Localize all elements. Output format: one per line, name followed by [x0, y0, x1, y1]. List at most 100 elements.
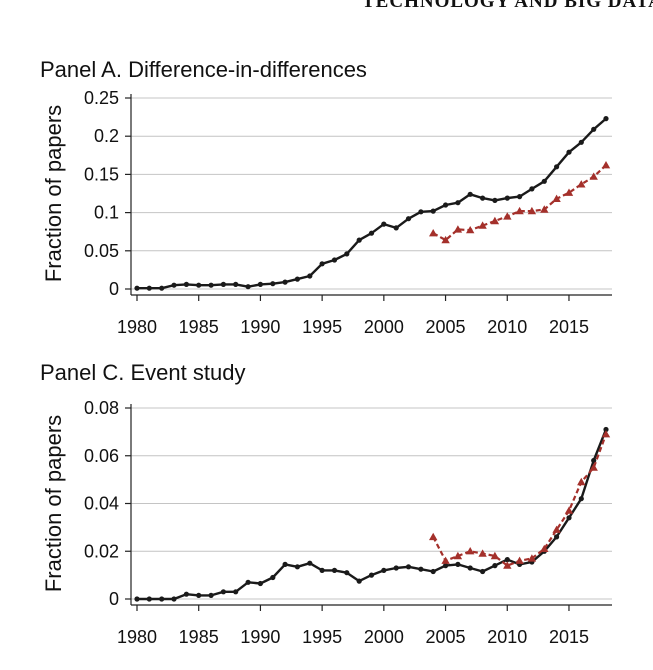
series-line-dashed: [432, 164, 607, 242]
series-line-solid: [137, 117, 607, 290]
data-point-triangle: [540, 205, 549, 213]
data-point-circle: [245, 579, 251, 585]
data-point-circle: [430, 208, 436, 214]
data-point-circle: [418, 209, 424, 215]
data-point-circle: [196, 282, 202, 288]
data-point-triangle: [564, 188, 574, 196]
data-point-circle: [344, 251, 350, 257]
x-tick-label: 1995: [302, 627, 342, 647]
data-point-circle: [220, 589, 226, 595]
data-point-circle: [467, 565, 473, 571]
data-point-triangle: [503, 561, 512, 569]
data-point-circle: [554, 164, 560, 170]
data-point-circle: [356, 578, 362, 584]
data-point-triangle: [564, 506, 574, 514]
data-point-circle: [405, 564, 412, 570]
data-point-triangle: [503, 212, 512, 220]
x-tick-label: 2000: [364, 627, 404, 647]
data-point-circle: [578, 496, 584, 502]
data-point-circle: [344, 570, 350, 576]
x-tick-label: 1985: [179, 317, 219, 337]
data-point-circle: [282, 561, 288, 568]
data-point-circle: [257, 580, 263, 587]
data-point-triangle: [589, 172, 598, 180]
data-point-circle: [307, 560, 313, 566]
data-point-triangle: [601, 430, 611, 438]
data-point-triangle: [466, 226, 475, 234]
data-point-circle: [319, 261, 325, 267]
running-header: TECHNOLOGY AND BIG DATA: [362, 0, 653, 12]
data-point-circle: [196, 592, 202, 599]
data-point-circle: [566, 515, 572, 521]
data-point-circle: [183, 281, 189, 287]
data-point-triangle: [441, 235, 450, 244]
y-tick-label: 0.05: [84, 241, 119, 261]
data-point-circle: [368, 230, 375, 236]
data-point-circle: [492, 563, 498, 569]
data-point-circle: [245, 284, 251, 290]
data-point-circle: [282, 279, 288, 285]
data-point-triangle: [453, 551, 463, 560]
data-point-triangle: [490, 216, 500, 225]
data-point-triangle: [515, 556, 524, 564]
data-point-triangle: [577, 477, 586, 486]
data-point-circle: [233, 281, 239, 287]
data-point-triangle: [527, 554, 537, 562]
data-point-circle: [270, 574, 276, 581]
data-point-circle: [430, 568, 436, 575]
x-tick-label: 2005: [426, 317, 466, 337]
data-point-triangle: [466, 547, 475, 555]
y-tick-label: 0.1: [94, 203, 119, 223]
data-point-circle: [393, 225, 399, 231]
data-point-circle: [134, 285, 140, 291]
data-point-circle: [603, 426, 609, 433]
data-point-triangle: [490, 551, 500, 560]
data-point-circle: [159, 596, 165, 602]
x-tick-label: 1995: [302, 317, 342, 337]
data-point-circle: [541, 178, 547, 184]
data-point-circle: [443, 202, 449, 208]
x-tick-label: 1980: [117, 317, 157, 337]
y-tick-label: 0.2: [94, 126, 119, 146]
data-point-circle: [492, 197, 498, 203]
x-tick-label: 1990: [240, 627, 280, 647]
y-tick-label: 0.02: [84, 541, 119, 561]
data-point-triangle: [441, 556, 450, 564]
data-point-circle: [146, 285, 152, 291]
data-point-circle: [319, 567, 325, 574]
x-tick-label: 2015: [549, 627, 589, 647]
data-point-circle: [294, 276, 300, 282]
data-point-circle: [208, 592, 214, 599]
data-point-circle: [405, 216, 412, 222]
x-tick-label: 2005: [426, 627, 466, 647]
data-point-triangle: [527, 206, 537, 215]
data-point-circle: [504, 557, 510, 563]
data-point-circle: [331, 257, 338, 263]
y-tick-label: 0.06: [84, 446, 119, 466]
data-point-circle: [134, 596, 140, 602]
data-point-circle: [171, 596, 177, 602]
data-point-circle: [307, 273, 313, 279]
data-point-circle: [331, 567, 338, 574]
data-point-circle: [566, 149, 572, 155]
x-tick-label: 2015: [549, 317, 589, 337]
panel-title: Panel A. Difference-in-differences: [40, 57, 367, 82]
data-point-circle: [171, 282, 177, 288]
data-point-triangle: [478, 549, 487, 557]
data-point-circle: [603, 116, 609, 122]
y-tick-label: 0: [109, 589, 119, 609]
data-point-circle: [480, 568, 486, 575]
data-point-circle: [393, 565, 399, 571]
data-point-circle: [591, 457, 597, 464]
data-point-circle: [578, 139, 584, 145]
data-point-circle: [257, 281, 263, 287]
data-point-triangle: [552, 525, 561, 533]
data-point-triangle: [540, 544, 549, 552]
data-point-circle: [381, 567, 387, 574]
x-tick-label: 1990: [240, 317, 280, 337]
x-tick-label: 2010: [487, 317, 527, 337]
data-point-circle: [504, 195, 510, 201]
data-point-circle: [270, 281, 276, 287]
data-point-triangle: [601, 161, 611, 169]
